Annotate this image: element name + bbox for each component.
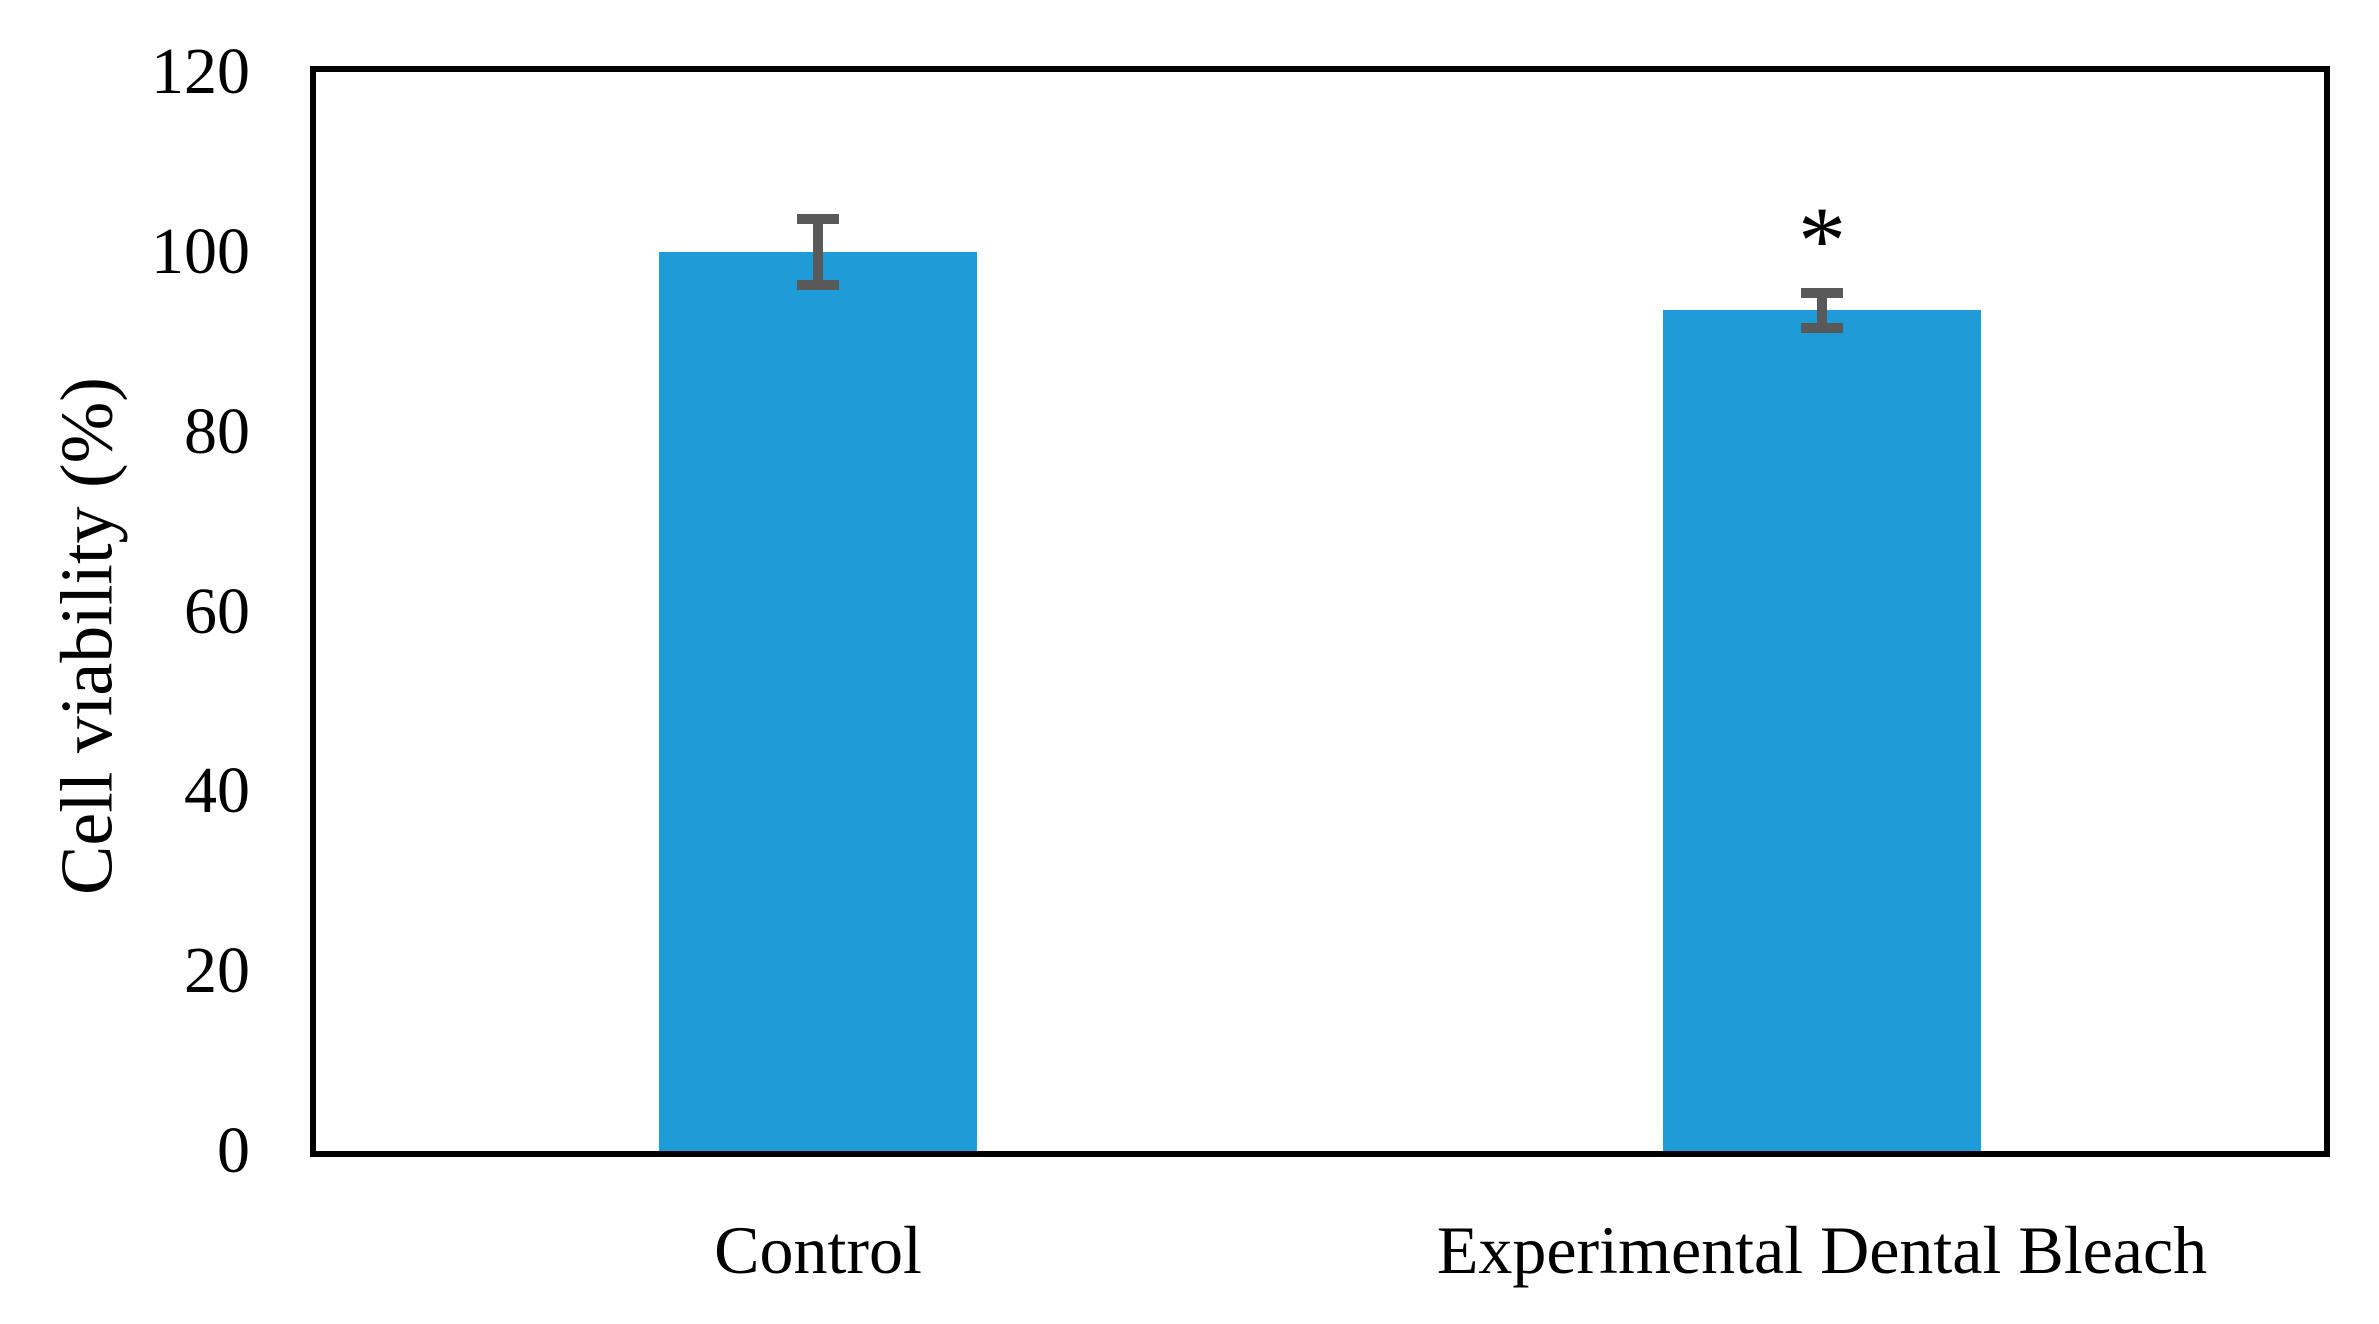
error-bar-cap-bottom-experimental-dental-bleach — [1801, 322, 1843, 333]
plot-inner: * — [316, 72, 2324, 1151]
plot-area: * — [310, 66, 2330, 1157]
x-label-experimental-dental-bleach: Experimental Dental Bleach — [1436, 1212, 2208, 1288]
error-bar-cap-top-experimental-dental-bleach — [1801, 287, 1843, 298]
y-tick-label-0: 0 — [217, 1114, 250, 1187]
error-bar-stem-control — [813, 214, 823, 290]
error-bar-stem-experimental-dental-bleach — [1817, 287, 1827, 333]
y-tick-label-60: 60 — [184, 574, 250, 648]
y-axis-tick-labels: 0 20 40 60 80 100 120 — [0, 0, 250, 1324]
y-tick-label-80: 80 — [184, 394, 250, 468]
bar-control — [659, 251, 977, 1151]
significance-asterisk-experimental-dental-bleach: * — [1798, 186, 1846, 294]
error-bar-cap-top-control — [797, 214, 839, 225]
error-bar-cap-bottom-control — [797, 279, 839, 290]
y-tick-label-40: 40 — [184, 754, 250, 828]
bar-experimental-dental-bleach — [1663, 310, 1981, 1151]
x-label-control: Control — [714, 1212, 922, 1288]
y-tick-label-20: 20 — [184, 934, 250, 1008]
y-tick-label-100: 100 — [151, 214, 250, 288]
y-tick-label-120: 120 — [151, 35, 250, 108]
